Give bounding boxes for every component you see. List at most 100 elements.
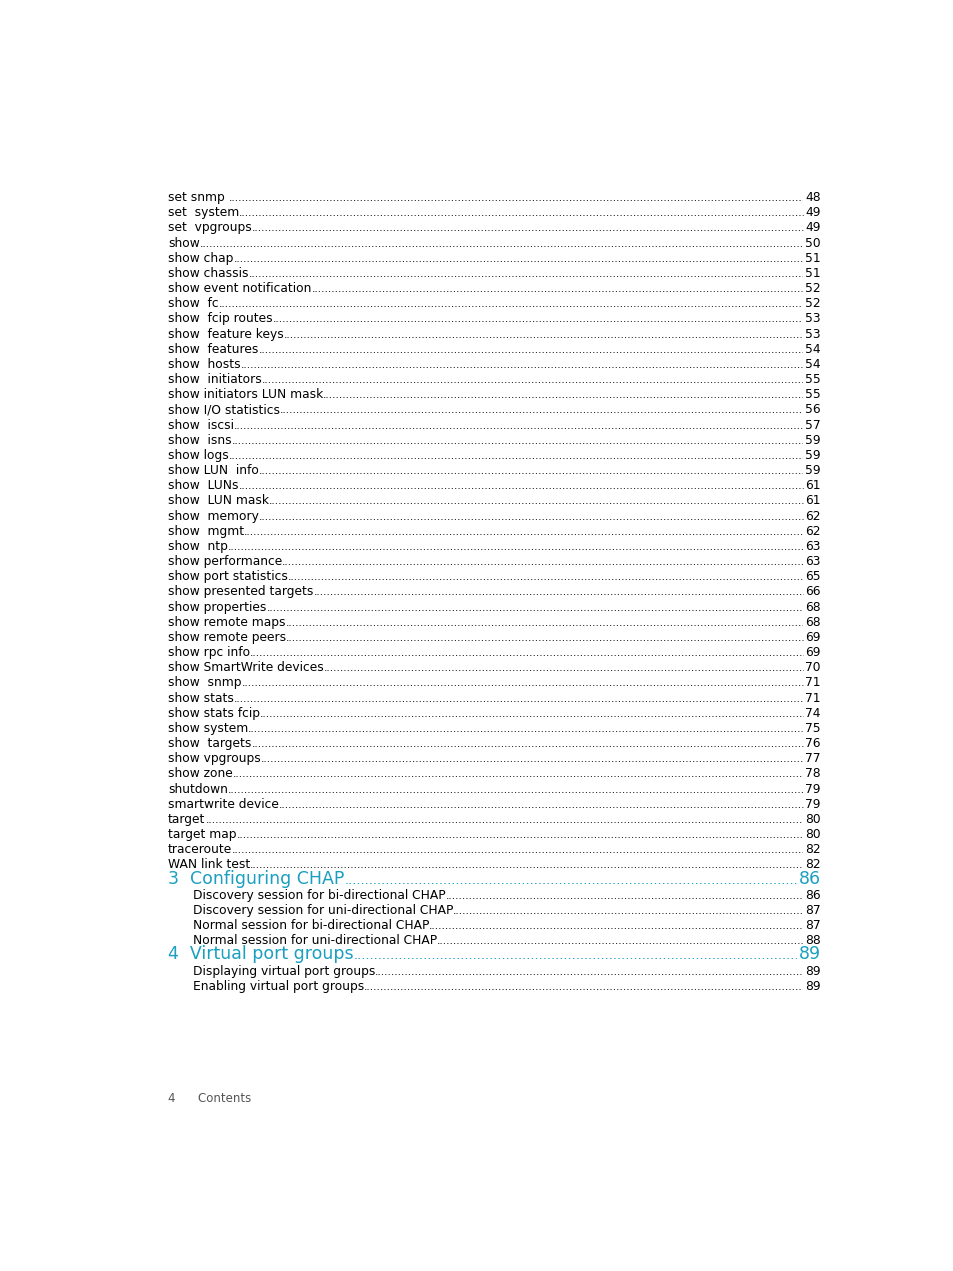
Text: 3  Configuring CHAP: 3 Configuring CHAP	[168, 869, 344, 887]
Text: show  iscsi: show iscsi	[168, 418, 233, 432]
Text: show  targets: show targets	[168, 737, 252, 750]
Text: ................................................................................: ........................................…	[261, 375, 936, 385]
Text: 51: 51	[804, 267, 820, 280]
Bar	[802, 189, 858, 203]
Text: ................................................................................: ........................................…	[250, 648, 924, 658]
Text: 54: 54	[804, 343, 820, 356]
Text: 77: 77	[804, 752, 820, 765]
Text: ................................................................................: ........................................…	[282, 557, 953, 567]
Text: 59: 59	[804, 433, 820, 446]
Bar	[796, 872, 858, 886]
Bar	[802, 234, 858, 249]
Text: ................................................................................: ........................................…	[233, 254, 907, 263]
Text: ................................................................................: ........................................…	[240, 360, 915, 370]
Text: ................................................................................: ........................................…	[241, 679, 916, 689]
Text: 68: 68	[804, 601, 820, 614]
Text: ................................................................................: ........................................…	[232, 436, 905, 446]
Text: ................................................................................: ........................................…	[323, 390, 953, 400]
Text: 89: 89	[804, 965, 820, 977]
Text: show  snmp: show snmp	[168, 676, 241, 689]
Text: 79: 79	[804, 798, 820, 811]
Text: 70: 70	[804, 661, 820, 675]
Bar	[796, 947, 858, 962]
Bar	[802, 614, 858, 628]
Text: ................................................................................: ........................................…	[238, 482, 913, 491]
Bar	[802, 249, 858, 264]
Text: set snmp: set snmp	[168, 191, 229, 205]
Text: show event notification: show event notification	[168, 282, 311, 295]
Bar	[802, 310, 858, 324]
Text: 59: 59	[804, 449, 820, 461]
Text: 61: 61	[804, 494, 820, 507]
Text: smartwrite device: smartwrite device	[168, 798, 278, 811]
Text: show stats: show stats	[168, 691, 233, 704]
Text: show system: show system	[168, 722, 248, 735]
Text: show logs: show logs	[168, 449, 229, 461]
Bar	[802, 962, 858, 977]
Text: show presented targets: show presented targets	[168, 586, 314, 599]
Bar	[802, 477, 858, 492]
Text: 52: 52	[804, 282, 820, 295]
Bar	[802, 932, 858, 947]
Text: show remote peers: show remote peers	[168, 630, 286, 644]
Text: 59: 59	[804, 464, 820, 477]
Text: ................................................................................: ........................................…	[273, 314, 946, 324]
Text: ................................................................................: ........................................…	[218, 299, 893, 309]
Text: show  fc: show fc	[168, 297, 218, 310]
Text: ................................................................................: ........................................…	[453, 906, 953, 916]
Text: 4      Contents: 4 Contents	[168, 1092, 251, 1104]
Bar	[802, 689, 858, 704]
Text: show performance: show performance	[168, 555, 282, 568]
Text: show chassis: show chassis	[168, 267, 249, 280]
Text: ................................................................................: ........................................…	[252, 224, 926, 234]
Text: 80: 80	[804, 829, 820, 841]
Text: ................................................................................: ........................................…	[248, 724, 923, 733]
Text: 55: 55	[804, 388, 820, 402]
Text: 53: 53	[804, 328, 820, 341]
Text: 86: 86	[804, 888, 820, 902]
Text: ................................................................................: ........................................…	[258, 466, 933, 477]
Text: ................................................................................: ........................................…	[258, 344, 932, 355]
Bar	[802, 902, 858, 916]
Text: 87: 87	[804, 919, 820, 932]
Text: 78: 78	[804, 768, 820, 780]
Bar	[802, 371, 858, 385]
Text: 88: 88	[804, 934, 820, 947]
Text: show  isns: show isns	[168, 433, 232, 446]
Text: 53: 53	[804, 313, 820, 325]
Text: Displaying virtual port groups: Displaying virtual port groups	[193, 965, 375, 977]
Text: Discovery session for bi-directional CHAP: Discovery session for bi-directional CHA…	[193, 888, 445, 902]
Text: 63: 63	[804, 555, 820, 568]
Text: 54: 54	[804, 358, 820, 371]
Text: 62: 62	[804, 510, 820, 522]
Text: WAN link test: WAN link test	[168, 858, 250, 872]
Text: ................................................................................: ........................................…	[429, 921, 953, 932]
Text: 79: 79	[804, 783, 820, 796]
Text: Normal session for uni-directional CHAP: Normal session for uni-directional CHAP	[193, 934, 436, 947]
Bar	[802, 735, 858, 750]
Text: show I/O statistics: show I/O statistics	[168, 403, 280, 417]
Text: 87: 87	[804, 904, 820, 916]
Bar	[802, 356, 858, 370]
Text: 52: 52	[804, 297, 820, 310]
Text: ................................................................................: ........................................…	[199, 239, 874, 249]
Text: ................................................................................: ........................................…	[284, 329, 953, 339]
Text: 57: 57	[804, 418, 820, 432]
Text: ................................................................................: ........................................…	[445, 891, 953, 901]
Bar	[802, 568, 858, 582]
Bar	[802, 644, 858, 658]
Text: 65: 65	[804, 571, 820, 583]
Text: 89: 89	[804, 980, 820, 993]
Text: ................................................................................: ........................................…	[354, 949, 953, 962]
Text: show LUN  info: show LUN info	[168, 464, 258, 477]
Text: ................................................................................: ........................................…	[205, 815, 880, 825]
Text: show  memory: show memory	[168, 510, 258, 522]
Text: 4  Virtual port groups: 4 Virtual port groups	[168, 946, 354, 963]
Text: show  initiators: show initiators	[168, 374, 261, 386]
Text: ................................................................................: ........................................…	[323, 663, 953, 674]
Text: show: show	[168, 236, 199, 249]
Text: 71: 71	[804, 676, 820, 689]
Text: ................................................................................: ........................................…	[258, 512, 933, 521]
Text: 50: 50	[804, 236, 820, 249]
Text: ................................................................................: ........................................…	[233, 845, 906, 855]
